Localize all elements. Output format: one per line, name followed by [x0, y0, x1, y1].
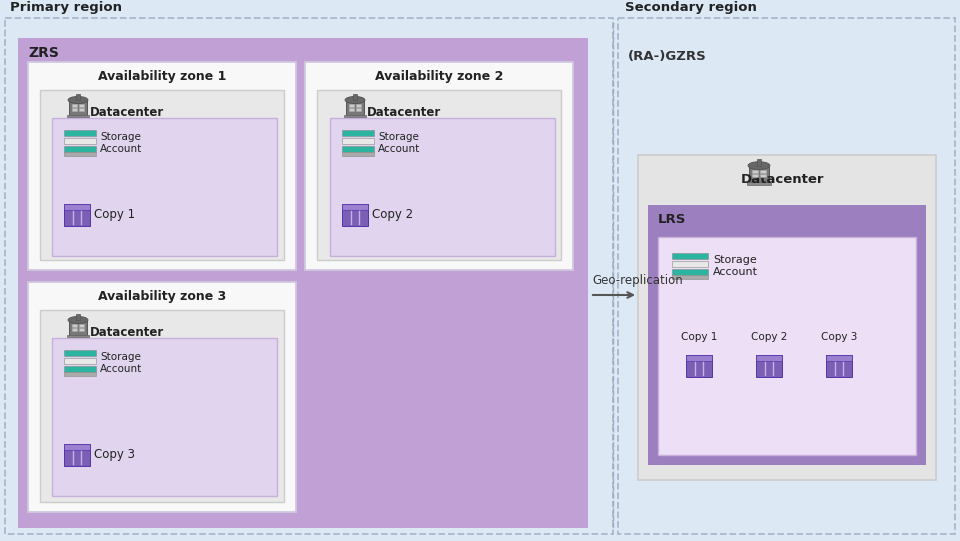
Ellipse shape	[68, 316, 88, 324]
Bar	[64, 372, 96, 376]
Bar	[52, 118, 277, 256]
Bar	[64, 358, 96, 364]
Bar	[686, 355, 712, 377]
Bar	[342, 204, 368, 210]
Text: Availability zone 3: Availability zone 3	[98, 290, 227, 303]
Bar	[79, 104, 84, 107]
Bar	[760, 169, 765, 173]
Bar	[618, 18, 955, 534]
Bar	[64, 204, 90, 226]
Bar	[64, 204, 90, 210]
Bar	[40, 310, 284, 502]
Bar	[353, 94, 357, 101]
Text: Copy 1: Copy 1	[94, 208, 135, 221]
Bar	[747, 182, 771, 184]
Text: Storage
Account: Storage Account	[100, 352, 142, 374]
Bar	[756, 355, 782, 361]
Bar	[648, 205, 926, 465]
Bar	[64, 444, 90, 466]
Bar	[349, 108, 354, 111]
Bar	[67, 115, 88, 117]
Bar	[72, 104, 77, 107]
Text: Datacenter: Datacenter	[90, 326, 164, 339]
Bar	[826, 355, 852, 361]
Text: Secondary region: Secondary region	[625, 1, 756, 14]
Bar	[317, 90, 561, 260]
Bar	[686, 355, 712, 361]
Bar	[28, 62, 296, 270]
Bar	[346, 100, 364, 115]
Bar	[342, 146, 374, 152]
Bar	[64, 366, 96, 372]
Text: LRS: LRS	[658, 213, 686, 226]
Bar	[64, 152, 96, 156]
Bar	[28, 282, 296, 512]
Text: Copy 3: Copy 3	[821, 332, 857, 342]
Bar	[69, 100, 87, 115]
Text: Copy 2: Copy 2	[372, 208, 413, 221]
Bar	[342, 138, 374, 144]
Bar	[342, 204, 368, 226]
Text: Availability zone 2: Availability zone 2	[374, 70, 503, 83]
Bar	[72, 327, 77, 331]
Text: Storage
Account: Storage Account	[378, 132, 420, 154]
Bar	[40, 90, 284, 260]
Bar	[64, 146, 96, 152]
Bar	[638, 155, 936, 480]
Bar	[752, 174, 757, 177]
Bar	[757, 159, 761, 166]
Bar	[69, 320, 87, 335]
Bar	[18, 38, 588, 528]
Bar	[356, 108, 361, 111]
Bar	[64, 138, 96, 144]
Text: (RA-)GZRS: (RA-)GZRS	[628, 50, 707, 63]
Text: Copy 1: Copy 1	[681, 332, 717, 342]
Text: Datacenter: Datacenter	[90, 106, 164, 119]
Text: Datacenter: Datacenter	[367, 106, 442, 119]
Bar	[79, 108, 84, 111]
Text: Availability zone 1: Availability zone 1	[98, 70, 227, 83]
Bar	[67, 335, 88, 338]
Bar	[760, 174, 765, 177]
Bar	[64, 350, 96, 356]
Text: Copy 2: Copy 2	[751, 332, 787, 342]
Bar	[749, 166, 769, 182]
Bar	[64, 130, 96, 136]
Ellipse shape	[345, 96, 365, 103]
Bar	[305, 62, 573, 270]
Text: Geo-replication: Geo-replication	[592, 274, 683, 287]
Bar	[342, 152, 374, 156]
Bar	[76, 94, 80, 101]
Bar	[658, 237, 916, 455]
Bar	[672, 253, 708, 259]
Bar	[826, 355, 852, 377]
Bar	[330, 118, 555, 256]
Bar	[52, 338, 277, 496]
Text: Datacenter: Datacenter	[740, 173, 824, 186]
Bar	[672, 275, 708, 279]
Text: Storage
Account: Storage Account	[713, 255, 758, 278]
Bar	[672, 269, 708, 275]
Text: Primary region: Primary region	[10, 1, 122, 14]
Ellipse shape	[68, 96, 88, 103]
Bar	[79, 324, 84, 327]
Bar	[72, 108, 77, 111]
Bar	[752, 169, 757, 173]
Bar	[64, 444, 90, 450]
Bar	[72, 324, 77, 327]
Bar	[76, 314, 80, 320]
Bar	[345, 115, 366, 117]
Bar	[5, 18, 613, 534]
Bar	[356, 104, 361, 107]
Text: Storage
Account: Storage Account	[100, 132, 142, 154]
Bar	[342, 130, 374, 136]
Ellipse shape	[748, 162, 770, 169]
Text: ZRS: ZRS	[28, 46, 59, 60]
Text: Copy 3: Copy 3	[94, 448, 135, 461]
Bar	[672, 261, 708, 267]
Bar	[349, 104, 354, 107]
Bar	[756, 355, 782, 377]
Bar	[79, 327, 84, 331]
